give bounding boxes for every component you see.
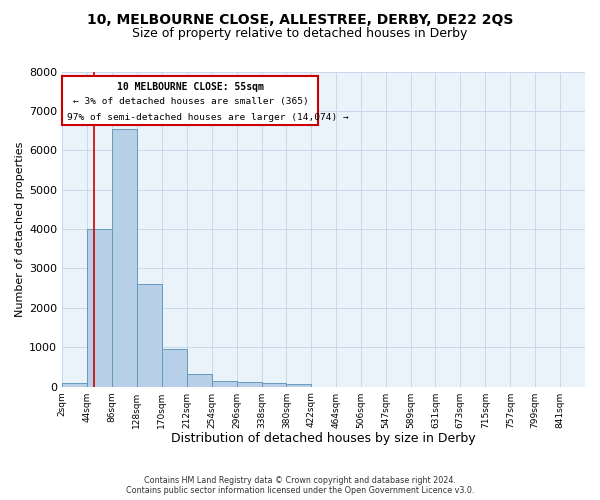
Bar — [212, 380, 236, 386]
Text: Contains HM Land Registry data © Crown copyright and database right 2024.
Contai: Contains HM Land Registry data © Crown c… — [126, 476, 474, 495]
Y-axis label: Number of detached properties: Number of detached properties — [15, 142, 25, 316]
Text: 10, MELBOURNE CLOSE, ALLESTREE, DERBY, DE22 2QS: 10, MELBOURNE CLOSE, ALLESTREE, DERBY, D… — [87, 12, 513, 26]
FancyBboxPatch shape — [62, 76, 319, 125]
Text: ← 3% of detached houses are smaller (365): ← 3% of detached houses are smaller (365… — [73, 97, 308, 106]
Bar — [62, 384, 87, 386]
Text: 10 MELBOURNE CLOSE: 55sqm: 10 MELBOURNE CLOSE: 55sqm — [117, 82, 263, 92]
Bar — [162, 349, 187, 387]
Bar — [262, 384, 286, 386]
Bar — [112, 128, 137, 386]
Bar — [236, 382, 262, 386]
Bar — [187, 374, 212, 386]
Text: 97% of semi-detached houses are larger (14,074) →: 97% of semi-detached houses are larger (… — [67, 113, 349, 122]
Bar — [286, 384, 311, 386]
Bar — [137, 284, 162, 386]
Bar — [87, 229, 112, 386]
Text: Size of property relative to detached houses in Derby: Size of property relative to detached ho… — [133, 28, 467, 40]
X-axis label: Distribution of detached houses by size in Derby: Distribution of detached houses by size … — [171, 432, 476, 445]
